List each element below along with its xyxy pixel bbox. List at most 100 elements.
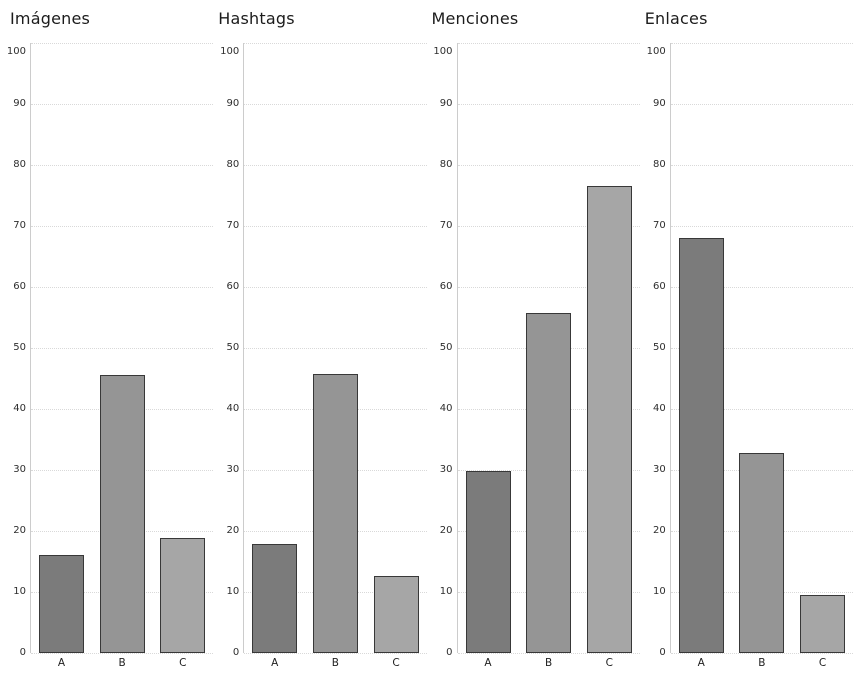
bar-group [671,43,853,653]
chart-panel: Imágenes 0 10 20 30 40 50 60 70 80 90 100 A B C [0,0,214,684]
chart-panel: Menciones 0 10 20 30 40 50 60 70 80 90 100 A B C [427,0,640,684]
y-tick-label: 50 [439,342,453,353]
y-tick-label: 60 [653,281,666,292]
y-tick-label: 20 [226,525,240,536]
y-axis: 0 10 20 30 40 50 60 70 80 90 100 [213,43,243,658]
y-tick-label: 100 [220,46,240,57]
panel-title: Enlaces [644,9,708,28]
x-axis: A B C [31,653,213,684]
gridline [244,348,427,349]
x-category-label: A [57,657,66,669]
x-category-label: A [484,657,492,669]
gridline [670,348,853,349]
gridline [457,43,640,44]
y-tick-label: 30 [13,464,26,475]
y-tick-label: 10 [13,586,26,597]
y-axis: 0 10 20 30 40 50 60 70 80 90 100 [427,43,457,658]
y-tick-label: 10 [439,586,453,597]
gridline [31,43,214,44]
y-tick-label: 90 [439,98,453,109]
plot-area [243,43,427,654]
y-tick-label: 0 [19,647,26,658]
y-tick-label: 20 [653,525,666,536]
x-category-label: A [271,657,279,669]
gridline [670,409,853,410]
bar-group [458,43,640,653]
y-tick-label: 10 [226,586,240,597]
y-tick-label: 40 [226,403,240,414]
gridline [670,165,853,166]
gridline [244,165,427,166]
x-category-label: B [545,657,553,669]
plot-area [456,43,640,654]
y-tick-label: 100 [433,46,453,57]
y-tick-label: 60 [226,281,240,292]
gridline [670,287,853,288]
panel-title: Hashtags [218,9,295,28]
x-category-label: B [331,657,339,669]
y-tick-label: 0 [446,647,453,658]
gridline [670,653,853,654]
bar-a [678,237,724,653]
y-tick-label: 80 [13,159,26,170]
y-axis: 0 10 20 30 40 50 60 70 80 90 100 [0,43,30,658]
y-tick-label: 40 [439,403,453,414]
gridline [31,165,214,166]
panel-body: 0 10 20 30 40 50 60 70 80 90 100 [0,43,214,658]
x-axis: A B C [244,653,426,684]
bar-a [465,471,511,653]
x-category-label: B [118,657,126,669]
gridline [457,165,640,166]
bar-b [312,374,358,653]
gridline [457,226,640,227]
y-tick-label: 10 [653,586,666,597]
panel-body: 0 10 20 30 40 50 60 70 80 90 100 [213,43,427,658]
gridline [31,226,214,227]
y-tick-label: 100 [646,46,666,57]
bar-a [252,544,298,653]
bar-b [99,375,145,653]
y-tick-label: 0 [232,647,240,658]
bar-b [526,312,572,653]
bar-c [800,595,845,653]
y-tick-label: 30 [439,464,453,475]
x-category-label: C [818,657,827,669]
plot-area [669,43,853,654]
chart-panel: Hashtags 0 10 20 30 40 50 60 70 80 90 100 A B C [213,0,427,684]
bar-group [31,43,213,653]
panel-body: 0 10 20 30 40 50 60 70 80 90 100 [640,43,853,658]
gridline [31,104,214,105]
bar-c [160,537,206,653]
y-tick-label: 70 [439,220,453,231]
y-tick-label: 70 [226,220,240,231]
y-tick-label: 30 [653,464,666,475]
bar-b [739,452,785,653]
x-axis: A B C [671,653,853,684]
gridline [670,104,853,105]
gridline [670,226,853,227]
y-tick-label: 50 [653,342,666,353]
y-tick-label: 20 [13,525,26,536]
y-tick-label: 60 [439,281,453,292]
y-axis: 0 10 20 30 40 50 60 70 80 90 100 [640,43,670,658]
y-tick-label: 50 [226,342,240,353]
gridline [31,287,214,288]
bar-group [244,43,426,653]
y-tick-label: 100 [6,46,26,57]
y-tick-label: 50 [13,342,26,353]
y-tick-label: 90 [226,98,240,109]
gridline [31,653,214,654]
y-tick-label: 0 [659,647,666,658]
panel-body: 0 10 20 30 40 50 60 70 80 90 100 [427,43,640,658]
x-category-label: A [697,657,705,669]
y-tick-label: 20 [439,525,453,536]
panel-title: Menciones [431,9,519,28]
gridline [457,287,640,288]
panel-title: Imágenes [10,9,91,28]
y-tick-label: 60 [13,281,26,292]
y-tick-label: 90 [653,98,666,109]
x-category-label: C [179,657,187,669]
chart-panel: Enlaces 0 10 20 30 40 50 60 70 80 90 100 A B C [640,0,853,684]
gridline [31,348,214,349]
